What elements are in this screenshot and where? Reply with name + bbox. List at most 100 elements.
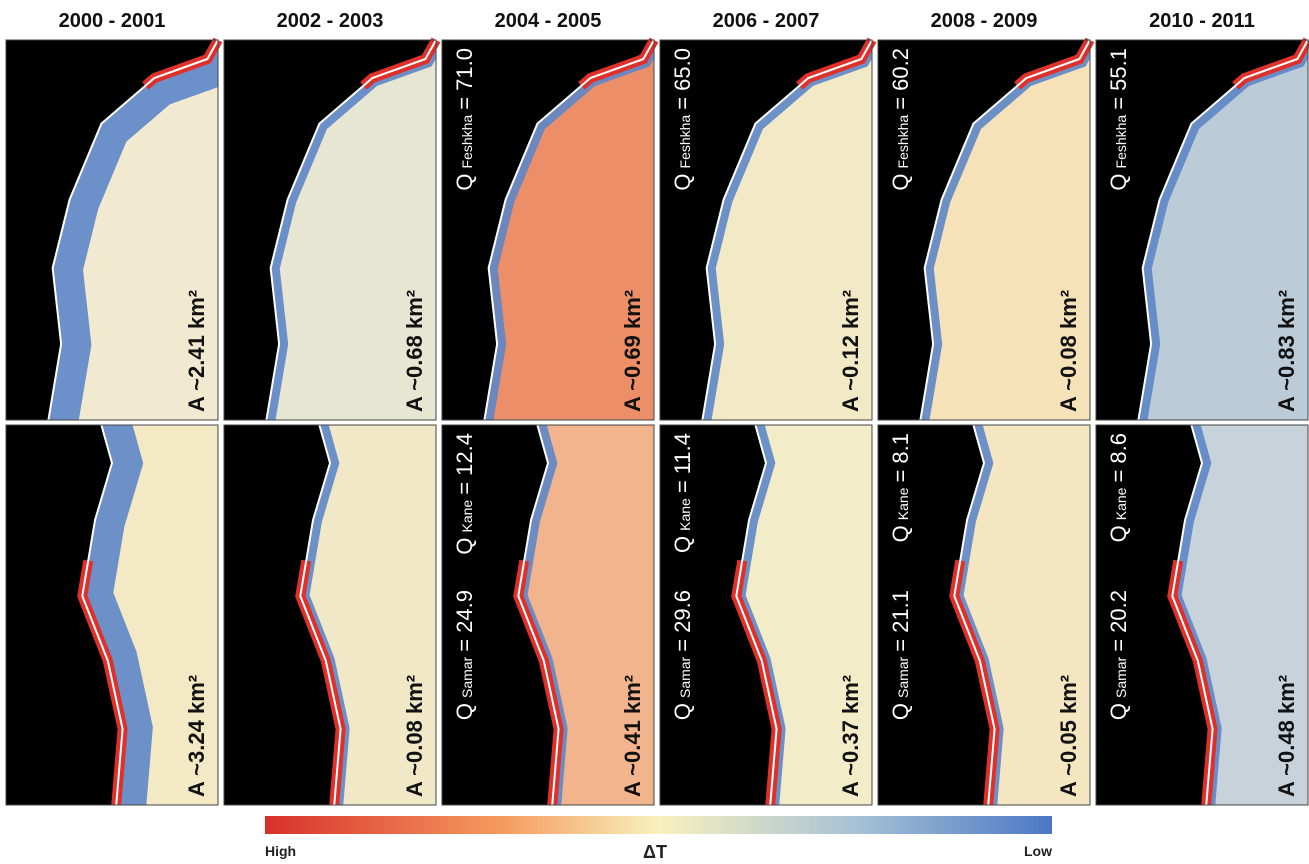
- area-label: A ~0.68 km²: [402, 290, 427, 412]
- shoreline: [81, 424, 124, 806]
- map-panel: A ~0.37 km² Q Kane = 11.4 Q Samar = 29.6: [659, 423, 873, 806]
- shoreline: [1137, 39, 1309, 421]
- column-title: 2002 - 2003: [277, 10, 384, 32]
- flow-symbol: Q: [1106, 703, 1131, 720]
- water-area: [702, 40, 872, 420]
- flow-label: Q Kane = 12.4: [452, 433, 477, 555]
- flow-value: = 55.1: [1106, 48, 1131, 110]
- flow-symbol: Q: [670, 173, 695, 190]
- flow-symbol: Q: [452, 173, 477, 190]
- shoreline: [483, 39, 655, 421]
- flow-value: = 11.4: [670, 433, 695, 493]
- flow-site: Samar: [677, 656, 693, 698]
- map-panel: A ~0.08 km²: [223, 423, 437, 806]
- map-panel: A ~0.41 km² Q Kane = 12.4 Q Samar = 24.9: [441, 423, 655, 806]
- area-label: A ~0.12 km²: [838, 290, 863, 412]
- panel-border: [1095, 39, 1309, 421]
- map-panel: A ~0.68 km²: [223, 37, 441, 421]
- shoreline: [953, 424, 996, 806]
- shoreline: [735, 424, 778, 806]
- flow-symbol: Q: [670, 536, 695, 553]
- shoreline: [701, 39, 873, 421]
- flow-value: = 29.6: [670, 590, 695, 652]
- map-panel: A ~2.41 km²: [5, 37, 223, 421]
- flow-site: Samar: [459, 656, 475, 698]
- flow-symbol: Q: [1106, 173, 1131, 190]
- water-area: [266, 40, 436, 420]
- flow-site: Kane: [677, 498, 693, 531]
- flow-label: Q Feshkha = 55.1: [1106, 48, 1131, 191]
- flow-site: Feshkha: [895, 115, 911, 169]
- flow-label: Q Kane = 8.6: [1106, 433, 1131, 542]
- map-panel: A ~0.83 km² Q Feshkha = 55.1: [1095, 37, 1309, 421]
- colorbar-high-label: Low: [1024, 843, 1052, 859]
- flow-value: = 21.1: [888, 590, 913, 652]
- area-label: A ~2.41 km²: [184, 290, 209, 412]
- column-title: 2006 - 2007: [713, 10, 820, 32]
- flow-site: Samar: [1113, 656, 1129, 698]
- flow-site: Feshkha: [1113, 115, 1129, 169]
- map-panel: A ~0.08 km² Q Feshkha = 60.2: [877, 37, 1095, 421]
- water-area: [518, 425, 654, 805]
- area-label: A ~0.08 km²: [402, 675, 427, 797]
- flow-site: Kane: [1113, 487, 1129, 520]
- flow-label: Q Feshkha = 71.0: [452, 48, 477, 191]
- panel-border: [877, 39, 1091, 421]
- water-area: [300, 425, 436, 805]
- water-area: [920, 40, 1090, 420]
- map-panel: A ~3.24 km²: [5, 423, 219, 806]
- colorbar-title: ΔT: [643, 842, 667, 862]
- flow-site: Kane: [459, 500, 475, 533]
- map-panel: A ~0.69 km² Q Feshkha = 71.0: [441, 37, 659, 421]
- flow-value: = 24.9: [452, 590, 477, 652]
- water-area: [954, 425, 1090, 805]
- shoreline: [919, 39, 1091, 421]
- water-area: [1172, 425, 1308, 805]
- panel-border: [441, 39, 655, 421]
- flow-label: Q Kane = 11.4: [670, 433, 695, 553]
- flow-symbol: Q: [888, 703, 913, 720]
- panel-border: [5, 39, 219, 421]
- water-area: [1138, 40, 1308, 420]
- area-label: A ~0.41 km²: [620, 675, 645, 797]
- flow-symbol: Q: [452, 537, 477, 554]
- shoreline: [517, 424, 560, 806]
- flow-site: Samar: [895, 656, 911, 698]
- panel-border: [1095, 424, 1309, 806]
- water-area: [484, 40, 654, 420]
- flow-symbol: Q: [888, 525, 913, 542]
- flow-value: = 60.2: [888, 48, 913, 110]
- flow-value: = 8.1: [888, 433, 913, 483]
- column-title: 2000 - 2001: [59, 10, 166, 32]
- panel-grid: 2000 - 2001 A ~2.41 km² A ~3.24 km² 2002 - …: [5, 10, 1309, 806]
- water-area: [736, 425, 872, 805]
- flow-site: Feshkha: [459, 115, 475, 169]
- colorbar: [265, 816, 1052, 834]
- flow-label: Q Samar = 24.9: [452, 590, 477, 720]
- flow-value: = 20.2: [1106, 590, 1131, 652]
- panel-border: [877, 424, 1091, 806]
- flow-value: = 65.0: [670, 48, 695, 110]
- area-label: A ~0.05 km²: [1056, 675, 1081, 797]
- flow-label: Q Feshkha = 65.0: [670, 48, 695, 191]
- panel-border: [5, 424, 219, 806]
- area-label: A ~0.69 km²: [620, 290, 645, 412]
- map-panel: A ~0.05 km² Q Kane = 8.1 Q Samar = 21.1: [877, 423, 1091, 806]
- area-label: A ~0.37 km²: [838, 675, 863, 797]
- panel-border: [659, 424, 873, 806]
- flow-symbol: Q: [888, 173, 913, 190]
- panel-border: [223, 424, 437, 806]
- map-panel: A ~0.48 km² Q Kane = 8.6 Q Samar = 20.2: [1095, 423, 1309, 806]
- flow-value: = 71.0: [452, 48, 477, 110]
- column-title: 2010 - 2011: [1149, 10, 1255, 32]
- flow-symbol: Q: [670, 703, 695, 720]
- water-area: [48, 40, 219, 420]
- flow-label: Q Kane = 8.1: [888, 433, 913, 542]
- flow-value: = 12.4: [452, 433, 477, 495]
- flow-symbol: Q: [1106, 525, 1131, 542]
- area-label: A ~0.08 km²: [1056, 290, 1081, 412]
- panel-border: [223, 39, 437, 421]
- map-panel: A ~0.12 km² Q Feshkha = 65.0: [659, 37, 877, 421]
- flow-label: Q Samar = 21.1: [888, 590, 913, 720]
